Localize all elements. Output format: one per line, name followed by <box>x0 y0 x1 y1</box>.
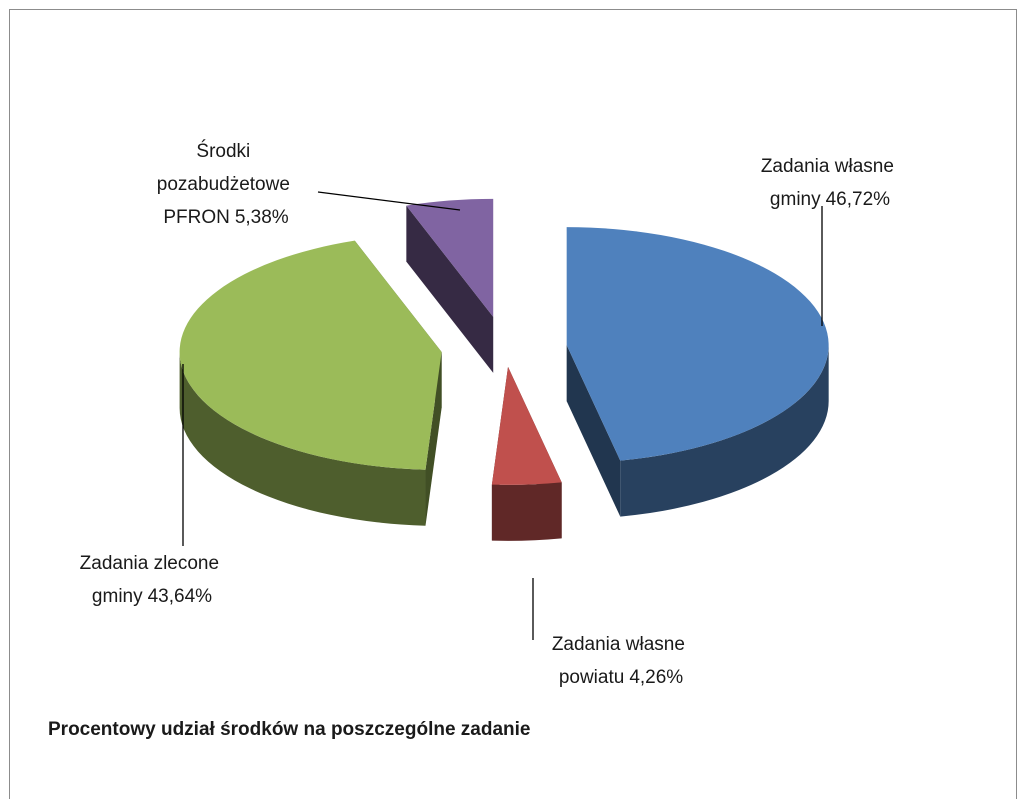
data-label-value: 43,64% <box>148 586 213 607</box>
data-label-category: Środki pozabudżetowe PFRON <box>157 140 295 228</box>
data-label-category: Zadania zlecone gminy <box>80 553 225 607</box>
labels: Zadania własne gminy 46,72% Zadania własne… <box>80 140 900 688</box>
slice-side <box>491 482 562 541</box>
data-label-category: Zadania własne gminy <box>761 156 899 210</box>
slice <box>566 227 829 461</box>
slice <box>406 198 494 317</box>
leader-line <box>317 191 461 211</box>
slice-side <box>620 345 829 517</box>
slice-cut-face <box>566 345 621 517</box>
data-label-value: 46,72% <box>826 189 891 210</box>
pie <box>179 198 829 541</box>
slice-side <box>179 351 426 526</box>
slice-cut-face <box>406 205 494 373</box>
data-label-value: 4,26% <box>629 667 683 688</box>
slice <box>179 240 442 470</box>
data-label-category: Zadania własne powiatu <box>552 634 690 688</box>
slice <box>491 366 562 485</box>
data-label-value: 5,38% <box>235 207 289 228</box>
chart-border <box>9 9 1017 799</box>
chart-title: Procentowy udział środków na poszczególn… <box>48 719 531 740</box>
